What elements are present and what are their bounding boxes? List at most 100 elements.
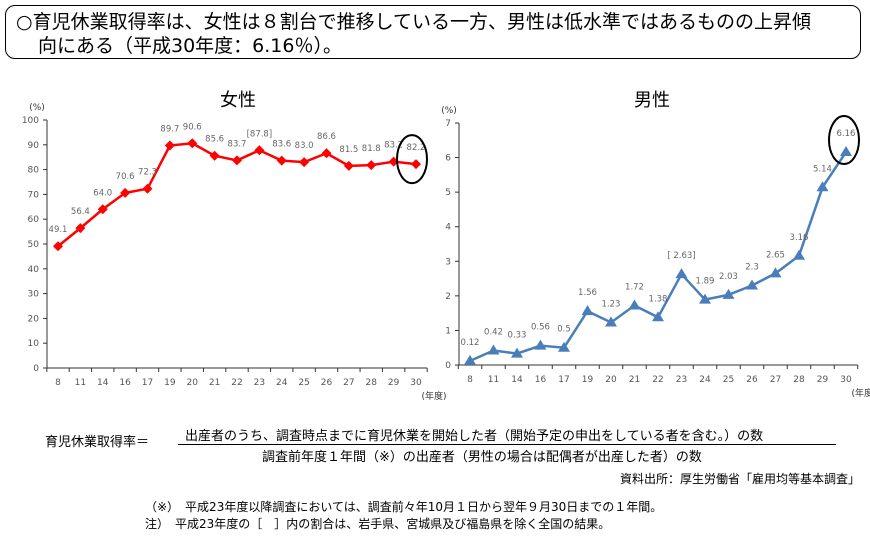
y-tick-label: 10 <box>28 339 40 349</box>
y-unit: (%) <box>29 103 45 113</box>
data-label: 81.8 <box>362 144 381 154</box>
highlight-circle <box>396 134 428 185</box>
x-tick-label: 8 <box>467 375 473 385</box>
data-point <box>793 249 805 260</box>
data-label: [ 2.63] <box>667 251 695 261</box>
y-tick-label: 6 <box>445 154 451 164</box>
x-tick-label: 23 <box>676 375 687 385</box>
data-label: 1.72 <box>625 283 644 293</box>
x-tick-label: 20 <box>187 378 199 388</box>
y-tick-label: 90 <box>28 141 40 151</box>
fraction-line <box>178 444 836 445</box>
data-point <box>366 160 377 171</box>
data-point <box>746 279 758 290</box>
data-point <box>53 241 63 252</box>
x-tick-label: 20 <box>605 375 617 385</box>
x-tick-label: 11 <box>75 378 86 388</box>
data-label: 1.56 <box>578 288 597 298</box>
x-tick-label: 17 <box>558 375 569 385</box>
note-1: （※） 平成23年度以降調査においては、調査前々年10月１日から翌年９月30日ま… <box>145 500 663 514</box>
x-tick-label: 27 <box>343 378 354 388</box>
y-tick-label: 20 <box>28 314 40 324</box>
x-tick-label: 14 <box>97 378 109 388</box>
x-tick-label: 14 <box>511 375 523 385</box>
data-label: 86.6 <box>317 132 336 142</box>
data-label: 1.23 <box>602 299 621 309</box>
data-label: 2.65 <box>766 250 785 260</box>
data-point <box>558 341 570 352</box>
summary-line1: ○育児休業取得率は、女性は８割台で推移している一方、男性は低水準ではあるものの上… <box>16 11 812 33</box>
x-tick-label: 19 <box>582 375 594 385</box>
x-tick-label: 22 <box>231 378 242 388</box>
x-tick-label: 19 <box>164 378 176 388</box>
y-tick-label: 50 <box>28 240 40 250</box>
x-tick-label: 16 <box>535 375 547 385</box>
y-tick-label: 3 <box>445 257 451 267</box>
data-label: 0.12 <box>461 338 480 348</box>
x-unit: (年度) <box>421 390 446 402</box>
data-label: 1.89 <box>696 277 715 287</box>
y-tick-label: 7 <box>445 119 451 129</box>
data-point <box>769 267 782 278</box>
x-tick-label: 25 <box>723 375 734 385</box>
y-tick-label: 2 <box>445 292 451 302</box>
y-tick-label: 100 <box>22 116 39 126</box>
formula-numerator: 出産者のうち、調査時点までに育児休業を開始した者（開始予定の申出をしている者を含… <box>185 429 764 444</box>
x-tick-label: 28 <box>366 378 378 388</box>
data-point <box>120 187 131 198</box>
data-point <box>816 181 829 192</box>
data-point <box>75 223 86 234</box>
x-tick-label: 21 <box>629 375 640 385</box>
data-point <box>321 148 332 159</box>
x-tick-label: 11 <box>488 375 499 385</box>
x-tick-label: 22 <box>652 375 663 385</box>
data-point <box>511 347 523 358</box>
data-label: 5.14 <box>813 164 832 174</box>
x-tick-label: 30 <box>840 375 852 385</box>
data-point <box>534 339 547 350</box>
data-label: 83.7 <box>228 139 247 149</box>
data-label: 1.38 <box>649 294 668 304</box>
data-point <box>652 311 664 322</box>
data-label: 0.5 <box>557 325 571 335</box>
y-tick-label: 4 <box>445 223 451 233</box>
data-point <box>699 293 711 304</box>
data-label: 83.0 <box>295 141 314 151</box>
x-tick-label: 24 <box>699 375 711 385</box>
data-label: 0.56 <box>531 323 550 333</box>
x-tick-label: 25 <box>298 378 309 388</box>
data-point <box>487 344 500 355</box>
data-point <box>142 183 153 194</box>
chart-title: 女性 <box>220 90 256 111</box>
source: 資料出所：厚生労働省「雇用均等基本調査」 <box>619 472 860 486</box>
y-tick-label: 80 <box>28 166 40 176</box>
summary-line2: 向にある（平成30年度：6.16％）。 <box>38 35 342 57</box>
data-label: 0.33 <box>508 331 527 341</box>
data-point <box>675 268 688 279</box>
y-tick-label: 70 <box>28 190 40 200</box>
y-tick-label: 30 <box>28 290 40 300</box>
data-point <box>232 155 242 166</box>
data-label: 6.16 <box>837 129 856 139</box>
data-point <box>840 146 852 157</box>
data-point <box>164 140 175 151</box>
y-tick-label: 1 <box>445 326 451 336</box>
data-label: 64.0 <box>93 188 112 198</box>
data-label: 56.4 <box>71 207 90 217</box>
data-label: 3.16 <box>790 233 809 243</box>
x-tick-label: 27 <box>770 375 781 385</box>
x-tick-label: 30 <box>410 378 422 388</box>
data-point <box>97 204 108 215</box>
data-point <box>628 299 641 310</box>
y-tick-label: 0 <box>445 361 451 371</box>
x-tick-label: 26 <box>746 375 758 385</box>
data-point <box>464 354 476 365</box>
x-tick-label: 23 <box>254 378 265 388</box>
x-tick-label: 8 <box>55 378 61 388</box>
data-point <box>411 159 421 170</box>
data-label: 72.3 <box>138 168 157 178</box>
x-tick-label: 17 <box>142 378 153 388</box>
data-point <box>276 155 287 166</box>
data-point <box>299 157 310 168</box>
